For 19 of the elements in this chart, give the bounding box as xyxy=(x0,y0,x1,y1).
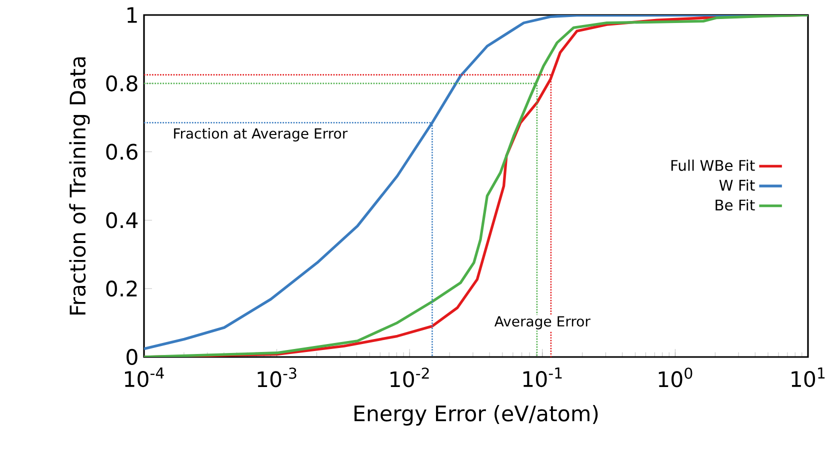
legend-label: W Fit xyxy=(719,179,755,191)
x-tick-label: 10$^{-2}$ xyxy=(390,368,429,388)
y-tick-label: 0 xyxy=(126,348,138,366)
legend-label: Be Fit xyxy=(716,199,755,211)
y-tick-label: 0.4 xyxy=(106,212,138,228)
annotation: Fraction at Average Error xyxy=(174,128,348,142)
y-tick-label: 0.6 xyxy=(106,144,138,160)
legend-label: Full WBe Fit xyxy=(671,160,755,171)
x-tick-label: 10$^{-4}$ xyxy=(124,368,164,388)
annotation: Average Error xyxy=(494,316,590,330)
x-tick-label: 10$^{1}$ xyxy=(792,368,825,388)
y-tick-label: 0.2 xyxy=(106,280,137,297)
x-axis-title: Energy Error (eV/atom) xyxy=(354,405,598,426)
y-tick-label: 1 xyxy=(128,7,137,23)
y-axis-title: Fraction of Training Data xyxy=(69,57,90,314)
x-tick-label: 10$^{-1}$ xyxy=(523,368,562,388)
x-tick-label: 10$^{-3}$ xyxy=(258,368,296,388)
x-tick-label: 10$^{0}$ xyxy=(658,368,692,388)
y-tick-label: 0.8 xyxy=(106,75,138,92)
